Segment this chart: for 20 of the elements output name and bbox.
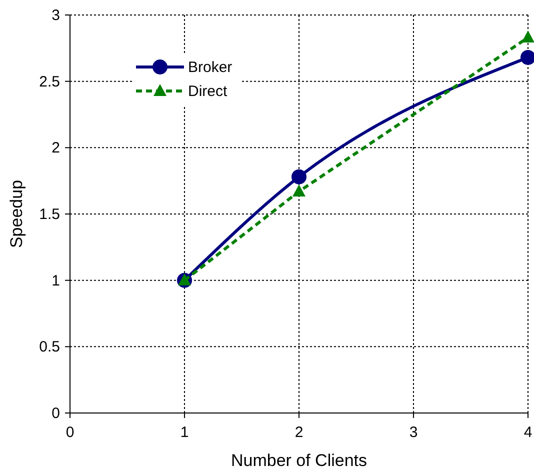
point — [292, 169, 306, 184]
point — [522, 30, 534, 43]
point — [292, 184, 306, 196]
legend-label: Direct — [188, 83, 228, 100]
y-tick-label: 1.5 — [39, 206, 60, 223]
x-tick-label: 0 — [66, 424, 74, 441]
legend-label: Broker — [188, 59, 232, 76]
y-tick-label: 0.5 — [39, 338, 60, 356]
x-tick-label: 2 — [294, 424, 304, 441]
y-tick-label: 0 — [52, 405, 60, 422]
y-tick-label: 2 — [52, 140, 60, 157]
y-tick-label: 1 — [52, 272, 60, 290]
point — [520, 50, 534, 65]
x-tick-label: 4 — [524, 424, 532, 441]
y-axis-title: Speedup — [7, 180, 26, 248]
y-tick-label: 2.5 — [39, 73, 60, 90]
x-tick-label: 1 — [180, 424, 189, 441]
x-tick-label: 3 — [409, 424, 418, 441]
x-axis-title: Number of Clients — [230, 451, 368, 470]
y-tick-label: 3 — [52, 7, 60, 24]
